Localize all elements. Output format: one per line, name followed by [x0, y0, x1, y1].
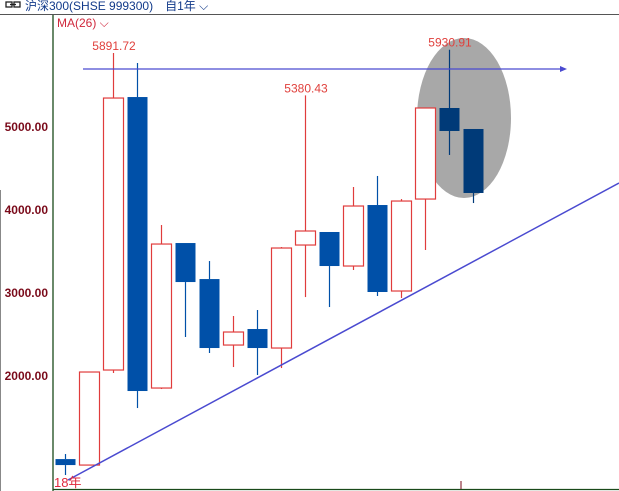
trend-line[interactable] — [67, 182, 619, 481]
chevron-down-icon: ⌵ — [195, 0, 209, 13]
y-tick-label: 3000.00 — [5, 286, 49, 300]
candle[interactable] — [463, 128, 484, 204]
x-tick-label: 18年 — [54, 475, 81, 490]
highlight-ellipse — [417, 38, 511, 198]
candle[interactable] — [150, 225, 173, 390]
candle-body — [175, 243, 196, 283]
candle[interactable] — [439, 49, 460, 155]
y-tick-label: 5000.00 — [5, 120, 49, 134]
candle-body — [270, 247, 293, 349]
high-price-label: 5380.43 — [284, 81, 328, 95]
period-selector[interactable]: 自1年 ⌵ — [165, 0, 208, 13]
instrument-title: 沪深300(SHSE 999300) — [25, 0, 154, 13]
candle[interactable] — [367, 175, 388, 296]
candle[interactable] — [342, 187, 365, 271]
candle-body — [247, 329, 268, 349]
candle-body — [439, 107, 460, 131]
y-tick-label: 4000.00 — [5, 203, 49, 217]
y-tick-label: 2000.00 — [5, 369, 49, 383]
indicator-label: MA(26) — [57, 16, 97, 30]
candle-body — [367, 205, 388, 293]
candle-body — [55, 459, 76, 466]
candle-body — [294, 230, 317, 246]
candle[interactable] — [294, 95, 317, 298]
candle-body — [463, 128, 484, 193]
high-price-label: 5930.91 — [428, 36, 472, 50]
candle[interactable] — [414, 107, 437, 251]
candle[interactable] — [78, 371, 101, 466]
candle-body — [150, 243, 173, 389]
arrowhead-icon — [560, 66, 567, 72]
candle-body — [414, 107, 437, 200]
candle-body — [199, 279, 220, 349]
high-price-label: 5891.72 — [92, 39, 136, 53]
candle[interactable] — [270, 247, 293, 369]
indicator-ma-selector[interactable]: MA(26) ⌵ — [57, 16, 109, 31]
link-icon[interactable] — [5, 0, 21, 13]
candle[interactable] — [222, 315, 245, 368]
candle-body — [78, 371, 101, 466]
candle-body — [342, 205, 365, 267]
candle-body — [102, 97, 125, 371]
candle[interactable] — [247, 310, 268, 376]
candle[interactable] — [319, 231, 340, 308]
candle-body — [127, 97, 148, 392]
chevron-down-icon: ⌵ — [96, 16, 109, 30]
candle[interactable] — [175, 243, 196, 337]
candle-body — [319, 231, 340, 267]
period-label: 自1年 — [165, 0, 196, 13]
candle[interactable] — [127, 63, 148, 409]
candle[interactable] — [390, 199, 413, 298]
candle[interactable] — [102, 52, 125, 374]
candle[interactable] — [55, 454, 76, 476]
candle-body — [390, 200, 413, 292]
candle-body — [222, 331, 245, 346]
candle[interactable] — [199, 261, 220, 354]
chart-header: 沪深300(SHSE 999300) 自1年 ⌵ — [0, 0, 619, 15]
